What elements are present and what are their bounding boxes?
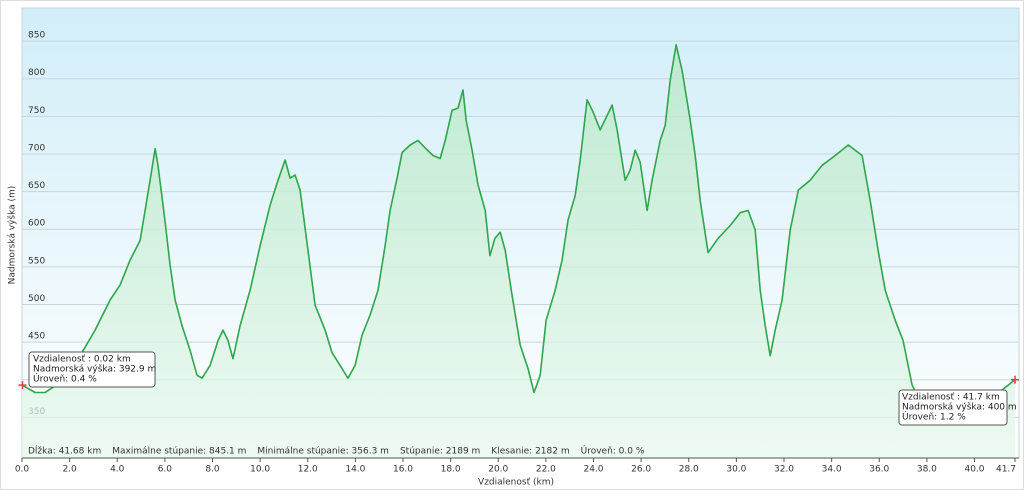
x-tick-label: 22.0	[536, 465, 556, 475]
x-tick-label: 10.0	[250, 465, 270, 475]
x-tick-label: 20.0	[488, 465, 508, 475]
tooltip-box	[28, 351, 156, 388]
y-axis-label: Nadmorská výška (m)	[7, 186, 18, 285]
x-tick-label: 6.0	[158, 465, 173, 475]
x-tick-label: 36.0	[869, 465, 889, 475]
x-tick-label: 41.7	[996, 465, 1016, 475]
stat: Klesanie: 2182 m	[491, 447, 569, 457]
stat: Stúpanie: 2189 m	[400, 447, 480, 457]
tooltip-line: Nadmorská výška: 392.9 m	[33, 364, 156, 375]
x-tick-label: 26.0	[631, 465, 651, 475]
x-tick-label: 18.0	[441, 465, 461, 475]
tooltip-line: Úroveň: 1.2 %	[902, 411, 966, 423]
y-tick-label: 450	[28, 332, 45, 342]
y-tick-label: 550	[28, 256, 45, 266]
x-axis-label: Vzdialenosť (km)	[478, 478, 554, 488]
y-tick-label: 750	[28, 106, 45, 116]
tooltip: Vzdialenosť : 41.7 km Nadmorská výška: 4…	[898, 389, 1017, 426]
tooltip-box	[898, 389, 1008, 426]
x-tick-label: 12.0	[298, 465, 318, 475]
y-tick-label: 700	[28, 143, 45, 153]
x-tick-label: 40.0	[964, 465, 984, 475]
y-tick-label: 500	[28, 294, 45, 304]
x-tick-label: 24.0	[583, 465, 603, 475]
tooltip-line: Nadmorská výška: 400 m	[902, 402, 1017, 413]
stat: Dĺžka: 41.68 km	[28, 445, 101, 457]
y-tick-label: 850	[28, 31, 45, 41]
x-tick-label: 28.0	[679, 465, 699, 475]
y-tick-label: 800	[28, 68, 45, 78]
x-tick-label: 8.0	[205, 465, 220, 475]
tooltip-line: Vzdialenosť : 41.7 km	[902, 393, 1000, 403]
area	[22, 44, 1015, 459]
stats: Dĺžka: 41.68 km Maximálne stúpanie: 845.1…	[28, 445, 645, 457]
plot	[18, 44, 1019, 459]
x-tick-label: 4.0	[110, 465, 125, 475]
tooltip-line: Vzdialenosť : 0.02 km	[33, 355, 131, 365]
x-tick-label: 32.0	[774, 465, 794, 475]
x-tick-label: 38.0	[917, 465, 937, 475]
x-tick-label: 16.0	[393, 465, 413, 475]
x-tick-label: 30.0	[726, 465, 746, 475]
y-tick-label: 600	[28, 219, 45, 229]
point-marker	[1011, 375, 1019, 384]
line	[21, 44, 1016, 414]
stat: Maximálne stúpanie: 845.1 m	[112, 447, 246, 457]
x-tick-label: 0.0	[15, 465, 30, 475]
tooltip: Vzdialenosť : 0.02 km Nadmorská výška: 3…	[28, 351, 156, 388]
x-tick-label: 2.0	[62, 465, 77, 475]
point-marker	[18, 381, 27, 390]
x-tick-label: 34.0	[822, 465, 842, 475]
y-tick-label: 650	[28, 181, 45, 191]
stat: Minimálne stúpanie: 356.3 m	[257, 447, 389, 457]
x-tick-label: 14.0	[345, 465, 365, 475]
tooltip-line: Úroveň: 0.4 %	[33, 373, 97, 385]
stat: Úroveň: 0.0 %	[581, 445, 645, 457]
